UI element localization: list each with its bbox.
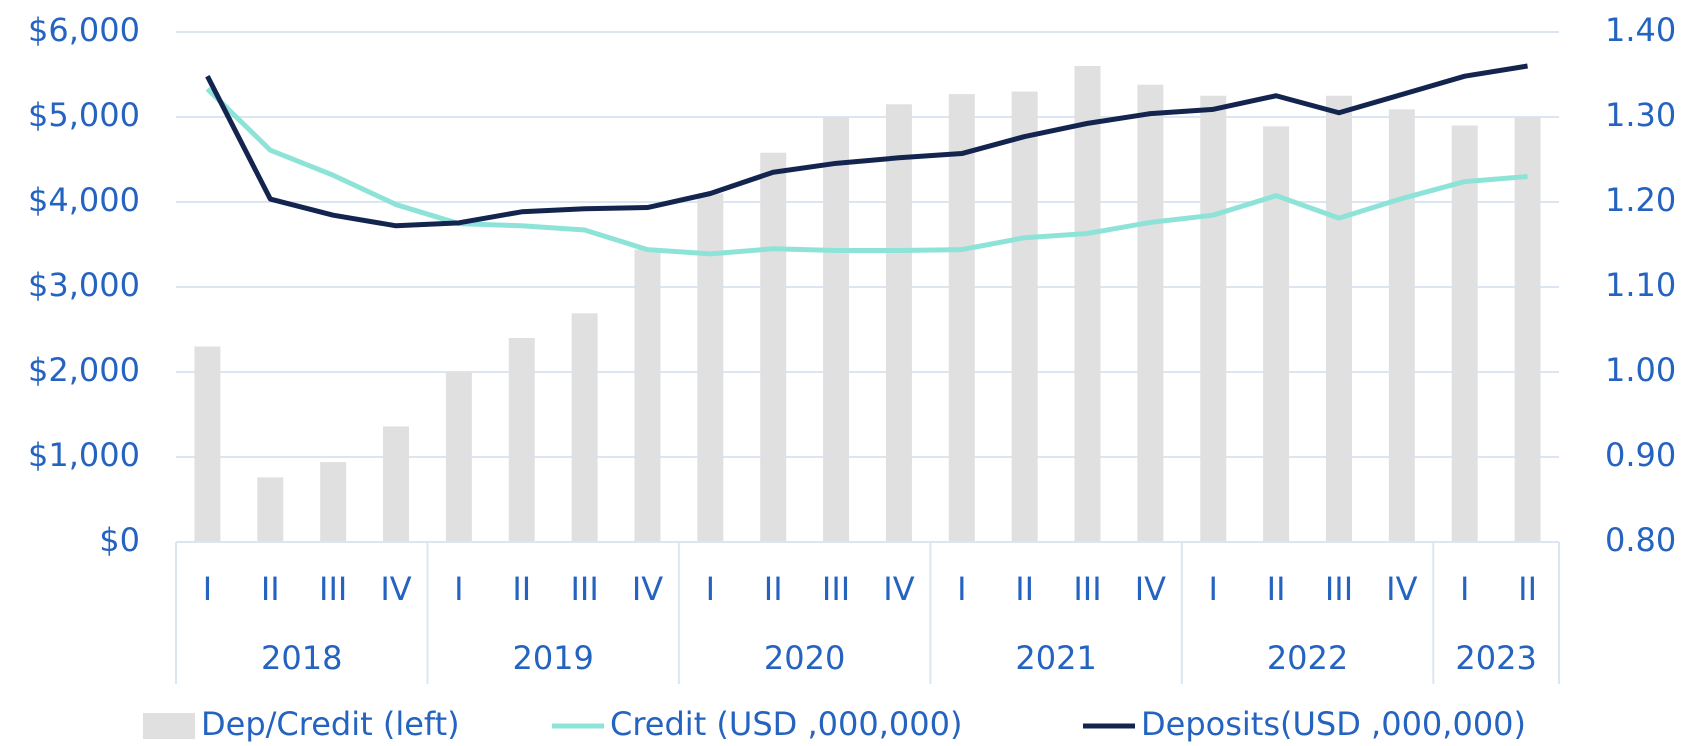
bar bbox=[634, 249, 661, 542]
y2-tick-label: 1.00 bbox=[1605, 351, 1676, 389]
x-tick-label: I bbox=[1209, 570, 1218, 608]
bar bbox=[445, 372, 472, 542]
y2-tick-label: 1.40 bbox=[1605, 11, 1676, 49]
y2-tick-label: 0.80 bbox=[1605, 521, 1676, 559]
x-group-label: 2022 bbox=[1267, 639, 1348, 677]
y2-tick-label: 1.10 bbox=[1605, 266, 1676, 304]
x-tick-label: IV bbox=[1135, 570, 1166, 608]
bar bbox=[1514, 117, 1541, 542]
bar bbox=[1451, 125, 1478, 542]
y-tick-label: $3,000 bbox=[28, 266, 140, 304]
line-series bbox=[205, 87, 1528, 257]
x-group-label: 2021 bbox=[1015, 639, 1096, 677]
legend-label: Dep/Credit (left) bbox=[201, 705, 460, 743]
x-tick-label: I bbox=[203, 570, 212, 608]
x-tick-label: II bbox=[261, 570, 280, 608]
x-group-label: 2019 bbox=[512, 639, 593, 677]
y-tick-label: $4,000 bbox=[28, 181, 140, 219]
x-tick-label: I bbox=[957, 570, 966, 608]
y2-tick-label: 0.90 bbox=[1605, 436, 1676, 474]
x-tick-label: II bbox=[512, 570, 531, 608]
x-tick-label: III bbox=[1073, 570, 1101, 608]
bar bbox=[1325, 95, 1352, 542]
bar bbox=[320, 462, 347, 542]
x-tick-label: II bbox=[1518, 570, 1537, 608]
y-tick-label: $2,000 bbox=[28, 351, 140, 389]
bar bbox=[948, 94, 975, 543]
bar bbox=[1011, 91, 1038, 542]
x-group-label: 2018 bbox=[261, 639, 342, 677]
x-tick-label: II bbox=[1267, 570, 1286, 608]
bar bbox=[1074, 66, 1101, 542]
x-tick-label: III bbox=[1325, 570, 1353, 608]
bar bbox=[697, 193, 724, 542]
x-tick-label: II bbox=[1015, 570, 1034, 608]
y-tick-label: $5,000 bbox=[28, 96, 140, 134]
y-tick-label: $6,000 bbox=[28, 11, 140, 49]
x-tick-label: III bbox=[822, 570, 850, 608]
bar bbox=[571, 313, 598, 542]
x-tick-label: III bbox=[319, 570, 347, 608]
y-tick-label: $0 bbox=[99, 521, 140, 559]
bar bbox=[383, 426, 410, 542]
y-tick-label: $1,000 bbox=[28, 436, 140, 474]
x-tick-label: I bbox=[454, 570, 463, 608]
legend-label: Deposits(USD ,000,000) bbox=[1141, 705, 1526, 743]
y2-tick-label: 1.30 bbox=[1605, 96, 1676, 134]
x-tick-label: I bbox=[1460, 570, 1469, 608]
x-tick-label: III bbox=[570, 570, 598, 608]
x-tick-label: IV bbox=[1386, 570, 1417, 608]
bar bbox=[508, 338, 535, 542]
x-group-label: 2020 bbox=[764, 639, 845, 677]
legend-label: Credit (USD ,000,000) bbox=[610, 705, 962, 743]
y2-tick-label: 1.20 bbox=[1605, 181, 1676, 219]
bar bbox=[885, 104, 912, 542]
x-group-label: 2023 bbox=[1455, 639, 1536, 677]
bar bbox=[1137, 84, 1164, 542]
x-tick-label: IV bbox=[883, 570, 914, 608]
bar bbox=[257, 477, 284, 542]
x-tick-label: IV bbox=[380, 570, 411, 608]
bar bbox=[760, 152, 787, 542]
line-series bbox=[205, 63, 1528, 229]
bar bbox=[1200, 95, 1227, 542]
bar bbox=[1388, 109, 1415, 542]
bar bbox=[194, 346, 221, 542]
legend-swatch bbox=[143, 713, 195, 739]
x-tick-label: IV bbox=[632, 570, 663, 608]
x-tick-label: I bbox=[706, 570, 715, 608]
bar bbox=[823, 117, 850, 542]
bar bbox=[1263, 126, 1290, 542]
x-tick-label: II bbox=[764, 570, 783, 608]
